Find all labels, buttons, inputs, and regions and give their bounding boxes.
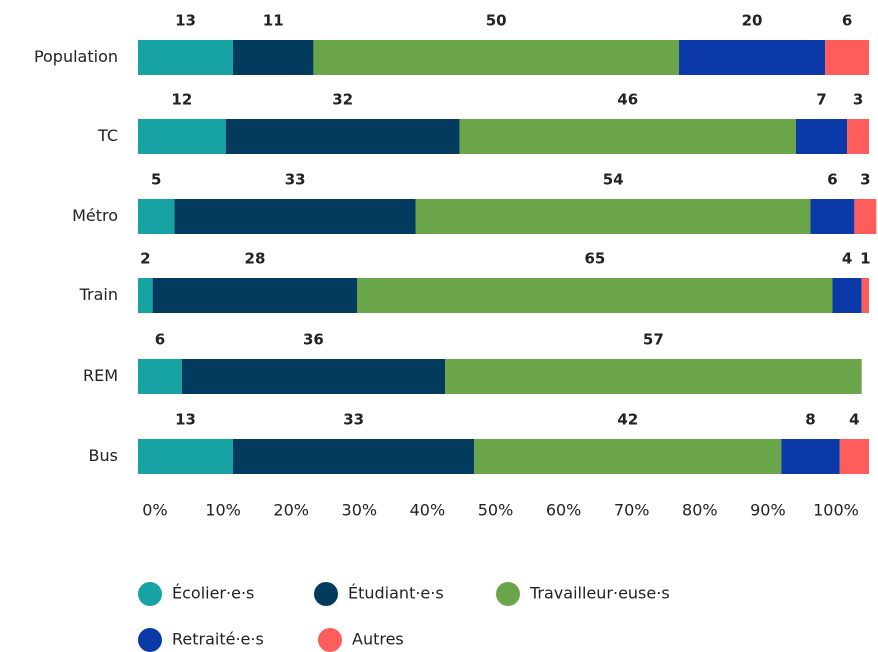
x-tick-label: 30%: [342, 501, 378, 520]
bar-segment: [678, 40, 826, 75]
bar-segment: [861, 278, 869, 313]
x-tick-label: 90%: [750, 501, 786, 520]
legend-label: Écolier·e·s: [172, 584, 254, 603]
legend-label: Retraité·e·s: [172, 630, 264, 649]
value-label: 57: [643, 331, 664, 349]
bar-segment: [313, 40, 679, 75]
x-tick-label: 40%: [410, 501, 446, 520]
x-tick-label: 20%: [273, 501, 309, 520]
value-label: 32: [332, 91, 353, 109]
bar-segment: [825, 40, 869, 75]
legend-swatch: [318, 628, 342, 652]
legend-swatch: [314, 582, 338, 606]
bar-segment: [832, 278, 862, 313]
value-label: 54: [603, 171, 624, 189]
value-label: 42: [617, 411, 638, 429]
value-label: 12: [171, 91, 192, 109]
x-tick-label: 10%: [205, 501, 241, 520]
x-tick-label: 70%: [614, 501, 650, 520]
value-label: 46: [617, 91, 638, 109]
x-tick-label: 50%: [478, 501, 514, 520]
legend-swatch: [138, 628, 162, 652]
bar-segment: [233, 439, 475, 474]
bar-segment: [357, 278, 833, 313]
value-label: 4: [842, 250, 852, 268]
value-label: 6: [842, 12, 852, 30]
x-tick-label: 60%: [546, 501, 582, 520]
bar-segment: [854, 199, 877, 234]
value-label: 50: [486, 12, 507, 30]
value-label: 5: [151, 171, 161, 189]
bar-segment: [847, 119, 869, 154]
x-tick-label: 0%: [142, 501, 167, 520]
value-label: 36: [303, 331, 324, 349]
legend-label: Travailleur·euse·s: [529, 584, 670, 603]
category-label: Train: [79, 285, 118, 304]
bar-segment: [138, 119, 226, 154]
legend-swatch: [496, 582, 520, 606]
value-label: 4: [849, 411, 859, 429]
value-label: 33: [343, 411, 364, 429]
bar-segment: [474, 439, 782, 474]
value-label: 13: [175, 12, 196, 30]
x-tick-label: 80%: [682, 501, 718, 520]
bar-segment: [795, 119, 848, 154]
legend-swatch: [138, 582, 162, 606]
bar-segment: [138, 359, 182, 394]
bar-segment: [839, 439, 869, 474]
value-label: 3: [860, 171, 870, 189]
value-label: 2: [140, 250, 150, 268]
bar-segment: [138, 40, 234, 75]
value-label: 7: [816, 91, 826, 109]
value-label: 20: [742, 12, 763, 30]
bar-segment: [445, 359, 862, 394]
value-label: 28: [245, 250, 266, 268]
bar-segment: [138, 278, 153, 313]
bar-segment: [138, 199, 175, 234]
value-label: 8: [805, 411, 815, 429]
value-label: 11: [263, 12, 284, 30]
bar-segment: [810, 199, 855, 234]
value-label: 1: [860, 250, 870, 268]
bar-segment: [233, 40, 314, 75]
legend-label: Étudiant·e·s: [348, 584, 444, 603]
legend-label: Autres: [352, 630, 404, 649]
bar-segment: [225, 119, 460, 154]
category-label: Bus: [89, 446, 118, 465]
value-label: 13: [175, 411, 196, 429]
category-label: Métro: [72, 206, 118, 225]
x-tick-label: 100%: [813, 501, 859, 520]
bar-segment: [181, 359, 446, 394]
value-label: 33: [285, 171, 306, 189]
category-label: REM: [83, 366, 118, 385]
value-label: 3: [853, 91, 863, 109]
value-label: 65: [584, 250, 605, 268]
value-label: 6: [155, 331, 165, 349]
bar-segment: [174, 199, 416, 234]
bar-segment: [152, 278, 358, 313]
bar-segment: [138, 439, 234, 474]
category-label: Population: [34, 47, 118, 66]
bar-segment: [459, 119, 796, 154]
value-label: 6: [827, 171, 837, 189]
category-label: TC: [97, 126, 118, 145]
bar-segment: [415, 199, 811, 234]
bar-segment: [781, 439, 840, 474]
